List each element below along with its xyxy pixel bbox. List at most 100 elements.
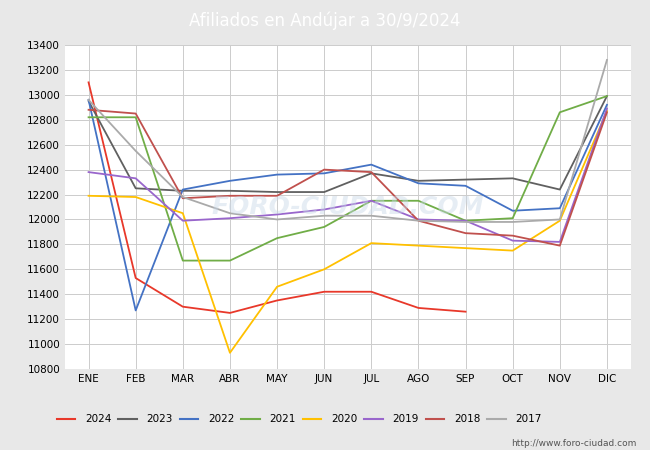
2021 — [556, 110, 564, 115]
2020 — [84, 193, 92, 198]
Line: 2023: 2023 — [88, 96, 607, 192]
2021 — [273, 235, 281, 241]
2021 — [179, 258, 187, 263]
2022 — [132, 308, 140, 313]
2021 — [415, 198, 422, 203]
2024 — [84, 80, 92, 85]
2020 — [320, 266, 328, 272]
2023 — [415, 178, 422, 184]
2017 — [84, 97, 92, 103]
2020 — [226, 350, 234, 356]
2019 — [509, 238, 517, 243]
2021 — [132, 115, 140, 120]
2017 — [509, 219, 517, 225]
2017 — [556, 217, 564, 222]
2023 — [179, 188, 187, 194]
2021 — [84, 115, 92, 120]
2022 — [603, 102, 611, 108]
2022 — [509, 208, 517, 213]
2017 — [320, 213, 328, 218]
2017 — [462, 219, 469, 225]
2018 — [179, 196, 187, 201]
2020 — [556, 218, 564, 223]
2017 — [226, 211, 234, 216]
2022 — [84, 97, 92, 103]
2019 — [603, 106, 611, 111]
2023 — [226, 188, 234, 194]
2019 — [226, 216, 234, 221]
2022 — [273, 172, 281, 177]
2017 — [132, 148, 140, 153]
2021 — [320, 224, 328, 230]
2023 — [556, 187, 564, 192]
2024 — [415, 305, 422, 310]
2018 — [273, 193, 281, 198]
2019 — [462, 218, 469, 223]
2022 — [320, 171, 328, 176]
2018 — [556, 243, 564, 248]
2017 — [179, 194, 187, 200]
2023 — [603, 94, 611, 99]
2023 — [273, 189, 281, 195]
2020 — [132, 194, 140, 200]
2019 — [320, 207, 328, 212]
2021 — [226, 258, 234, 263]
2023 — [132, 185, 140, 191]
2022 — [462, 183, 469, 189]
2020 — [273, 284, 281, 289]
2017 — [415, 218, 422, 223]
2023 — [509, 176, 517, 181]
2018 — [320, 167, 328, 172]
2022 — [179, 187, 187, 192]
2022 — [367, 162, 375, 167]
2024 — [367, 289, 375, 294]
2019 — [132, 176, 140, 181]
2023 — [320, 189, 328, 195]
2018 — [226, 193, 234, 198]
2023 — [367, 171, 375, 176]
2018 — [509, 233, 517, 238]
2020 — [603, 108, 611, 114]
2019 — [415, 217, 422, 222]
2022 — [415, 180, 422, 186]
2024 — [273, 298, 281, 303]
Text: 2020: 2020 — [331, 414, 357, 423]
2019 — [179, 218, 187, 223]
2018 — [603, 110, 611, 115]
Text: 2024: 2024 — [84, 414, 111, 423]
Text: 2021: 2021 — [269, 414, 296, 423]
2019 — [273, 212, 281, 217]
2018 — [367, 169, 375, 175]
Text: 2019: 2019 — [393, 414, 419, 423]
2017 — [367, 213, 375, 218]
Line: 2018: 2018 — [88, 110, 607, 246]
2023 — [462, 177, 469, 182]
2024 — [226, 310, 234, 315]
2024 — [132, 275, 140, 281]
2023 — [84, 99, 92, 104]
2021 — [509, 216, 517, 221]
2020 — [415, 243, 422, 248]
Text: 2023: 2023 — [146, 414, 173, 423]
Line: 2022: 2022 — [88, 100, 607, 310]
2022 — [556, 206, 564, 211]
2020 — [509, 248, 517, 253]
2024 — [320, 289, 328, 294]
2018 — [84, 107, 92, 112]
Line: 2021: 2021 — [88, 96, 607, 261]
2018 — [415, 218, 422, 223]
Text: 2018: 2018 — [454, 414, 480, 423]
2022 — [226, 178, 234, 184]
2024 — [462, 309, 469, 315]
2018 — [462, 230, 469, 236]
2021 — [462, 218, 469, 223]
Text: http://www.foro-ciudad.com: http://www.foro-ciudad.com — [512, 439, 637, 448]
Line: 2024: 2024 — [88, 82, 465, 313]
2019 — [556, 239, 564, 245]
2024 — [179, 304, 187, 310]
Text: 2017: 2017 — [515, 414, 541, 423]
Text: 2022: 2022 — [208, 414, 234, 423]
Text: FORO-CIUDAD.COM: FORO-CIUDAD.COM — [211, 195, 484, 219]
2019 — [367, 198, 375, 203]
2017 — [273, 217, 281, 222]
